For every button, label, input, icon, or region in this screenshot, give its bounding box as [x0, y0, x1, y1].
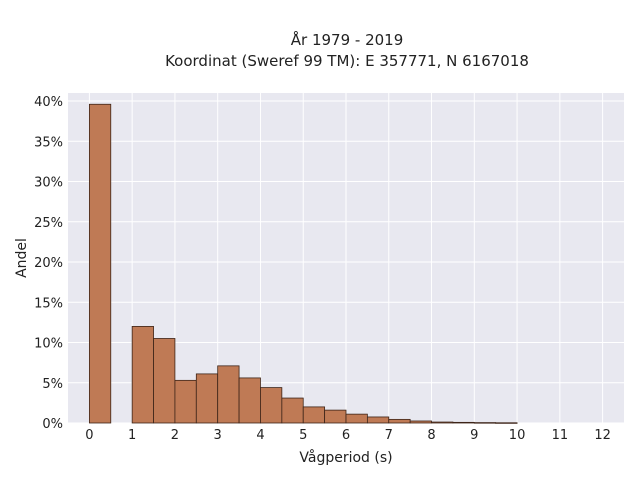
histogram-bar	[431, 421, 454, 424]
y-axis-label: Andel	[14, 238, 30, 278]
y-tick-label: 35%	[34, 135, 63, 150]
x-axis-label: Vågperiod (s)	[299, 449, 392, 466]
histogram-bar	[302, 406, 326, 424]
y-tick-labels: 0% 5% 10% 15% 20% 25% 30% 35% 40%	[34, 95, 63, 432]
chart-title-line-1: År 1979 - 2019	[291, 30, 404, 49]
x-tick-label: 6	[342, 428, 350, 443]
histogram-bar	[281, 397, 304, 424]
x-tick-labels: 0 1 2 3 4 5 6 7 8 9 10 11 12	[85, 428, 611, 443]
histogram-bar	[131, 326, 154, 424]
x-tick-label: 0	[85, 428, 93, 443]
histogram-bar	[260, 387, 283, 424]
histogram-bar	[195, 373, 219, 424]
histogram-bar	[345, 413, 368, 424]
grid-lines	[68, 93, 624, 424]
histogram-bar	[174, 379, 197, 424]
histogram-bar	[88, 103, 112, 424]
histogram-bar	[324, 409, 347, 424]
x-tick-label: 11	[552, 428, 569, 443]
histogram-bar	[217, 365, 240, 424]
x-tick-label: 2	[171, 428, 179, 443]
x-tick-label: 12	[594, 428, 611, 443]
x-tick-label: 1	[128, 428, 136, 443]
chart-title-line-2: Koordinat (Sweref 99 TM): E 357771, N 61…	[165, 52, 529, 70]
x-tick-label: 5	[299, 428, 307, 443]
histogram-bar	[366, 416, 390, 424]
y-tick-label: 20%	[34, 256, 63, 271]
x-tick-label: 8	[427, 428, 435, 443]
x-tick-label: 4	[256, 428, 264, 443]
histogram-bar	[452, 421, 475, 424]
y-tick-label: 10%	[34, 337, 63, 352]
x-tick-label: 10	[509, 428, 526, 443]
x-tick-label: 7	[385, 428, 393, 443]
y-tick-label: 25%	[34, 216, 63, 231]
histogram-bar	[495, 422, 518, 424]
y-tick-label: 15%	[34, 296, 63, 311]
histogram-bar	[409, 420, 432, 424]
x-tick-label: 3	[214, 428, 222, 443]
histogram-bar	[238, 377, 261, 424]
y-tick-label: 30%	[34, 176, 63, 191]
histogram-bar	[388, 418, 411, 424]
x-tick-label: 9	[470, 428, 478, 443]
histogram-bar	[153, 338, 176, 424]
y-tick-label: 0%	[42, 417, 63, 432]
bars	[88, 103, 518, 424]
y-tick-label: 5%	[42, 377, 63, 392]
y-tick-label: 40%	[34, 95, 63, 110]
histogram-bar	[473, 422, 497, 424]
